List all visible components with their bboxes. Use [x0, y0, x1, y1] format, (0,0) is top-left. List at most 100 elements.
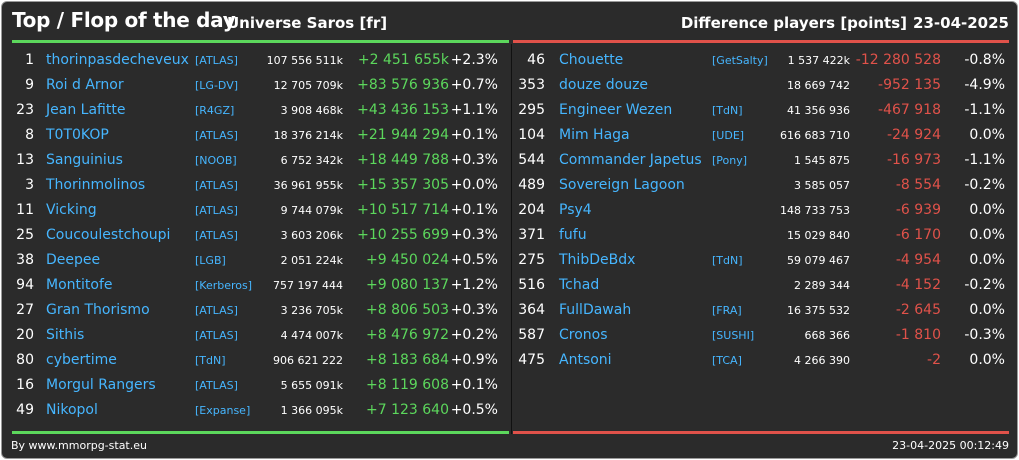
alliance-tag-link[interactable]: [GetSalty] — [712, 54, 768, 67]
player-name-link[interactable]: T0T0KOP — [46, 127, 109, 143]
player-name-link[interactable]: Chouette — [559, 52, 624, 68]
alliance-tag-link[interactable]: [Expanse] — [195, 404, 251, 417]
site-credit: By www.mmorpg-stat.eu — [11, 439, 147, 452]
percent-change: 0.0% — [969, 352, 1005, 368]
difference-value: -6 170 — [895, 227, 941, 243]
alliance-tag-link[interactable]: [ATLAS] — [195, 204, 238, 217]
alliance-tag-link[interactable]: [ATLAS] — [195, 54, 238, 67]
difference-value: +18 449 788 — [357, 152, 449, 168]
player-name-link[interactable]: thorinpasdecheveux — [46, 52, 189, 68]
rank: 46 — [527, 52, 545, 68]
flop-row: 475 Antsoni [TCA] 4 266 390 -2 0.0% — [513, 348, 1010, 373]
player-name-link[interactable]: FullDawah — [559, 302, 632, 318]
difference-value: -16 973 — [886, 152, 941, 168]
top-row: 27 Gran Thorismo [ATLAS] 3 236 705k +8 806 5… — [2, 298, 499, 323]
points-value: 9 744 079k — [280, 204, 343, 217]
rank: 204 — [518, 202, 545, 218]
player-name-link[interactable]: cybertime — [46, 352, 117, 368]
player-name-link[interactable]: Commander Japetus — [559, 152, 702, 168]
player-name-link[interactable]: Nikopol — [46, 402, 98, 418]
percent-change: 0.0% — [969, 227, 1005, 243]
points-value: 148 733 753 — [780, 204, 850, 217]
player-name-link[interactable]: Roi d Arnor — [46, 77, 124, 93]
alliance-tag-link[interactable]: [TdN] — [195, 354, 226, 367]
player-name-link[interactable]: Gran Thorismo — [46, 302, 150, 318]
difference-value: +8 119 608 — [366, 377, 449, 393]
alliance-tag-link[interactable]: [R4GZ] — [195, 104, 235, 117]
player-name-link[interactable]: Deepee — [46, 252, 101, 268]
rank: 516 — [518, 277, 545, 293]
top-row: 25 Coucoulestchoupi [ATLAS] 3 603 206k +10 2… — [2, 223, 499, 248]
percent-change: +0.3% — [450, 227, 498, 243]
rank: 11 — [16, 202, 34, 218]
difference-value: +43 436 153 — [357, 102, 449, 118]
difference-value: +8 476 972 — [366, 327, 449, 343]
points-value: 6 752 342k — [280, 154, 343, 167]
points-value: 616 683 710 — [780, 129, 850, 142]
points-value: 3 236 705k — [280, 304, 343, 317]
player-name-link[interactable]: Tchad — [559, 277, 600, 293]
player-name-link[interactable]: ThibDeBdx — [559, 252, 636, 268]
player-name-link[interactable]: Montitofe — [46, 277, 113, 293]
rank: 364 — [518, 302, 545, 318]
alliance-tag-link[interactable]: [LG-DV] — [195, 79, 239, 92]
percent-change: -1.1% — [964, 102, 1005, 118]
alliance-tag-link[interactable]: [ATLAS] — [195, 229, 238, 242]
alliance-tag-link[interactable]: [ATLAS] — [195, 304, 238, 317]
percent-change: +0.5% — [450, 402, 498, 418]
percent-change: +0.2% — [450, 327, 498, 343]
player-name-link[interactable]: Jean Lafitte — [46, 102, 126, 118]
alliance-tag-link[interactable]: [ATLAS] — [195, 379, 238, 392]
player-name-link[interactable]: Sovereign Lagoon — [559, 177, 685, 193]
difference-value: -952 135 — [878, 77, 941, 93]
percent-change: -0.3% — [964, 327, 1005, 343]
player-name-link[interactable]: Mim Haga — [559, 127, 630, 143]
player-name-link[interactable]: Engineer Wezen — [559, 102, 673, 118]
alliance-tag-link[interactable]: [SUSHI] — [712, 329, 755, 342]
player-name-link[interactable]: Psy4 — [559, 202, 592, 218]
player-name-link[interactable]: Antsoni — [559, 352, 612, 368]
difference-value: -4 152 — [895, 277, 941, 293]
top-row: 38 Deepee [LGB] 2 051 224k +9 450 024 +0.5% — [2, 248, 499, 273]
difference-value: -8 554 — [895, 177, 941, 193]
percent-change: 0.0% — [969, 127, 1005, 143]
flop-row: 516 Tchad 2 289 344 -4 152 -0.2% — [513, 273, 1010, 298]
player-name-link[interactable]: Morgul Rangers — [46, 377, 156, 393]
alliance-tag-link[interactable]: [FRA] — [712, 304, 742, 317]
alliance-tag-link[interactable]: [ATLAS] — [195, 129, 238, 142]
alliance-tag-link[interactable]: [NOOB] — [195, 154, 237, 167]
points-value: 2 051 224k — [280, 254, 343, 267]
alliance-tag-link[interactable]: [Kerberos] — [195, 279, 253, 292]
player-name-link[interactable]: Sanguinius — [46, 152, 123, 168]
player-name-link[interactable]: Sithis — [46, 327, 85, 343]
difference-value: +9 080 137 — [366, 277, 449, 293]
player-name-link[interactable]: Coucoulestchoupi — [46, 227, 171, 243]
percent-change: -4.9% — [964, 77, 1005, 93]
difference-value: +83 576 936 — [357, 77, 449, 93]
top-row: 20 Sithis [ATLAS] 4 474 007k +8 476 972 +0.2% — [2, 323, 499, 348]
points-value: 2 289 344 — [794, 279, 850, 292]
alliance-tag-link[interactable]: [ATLAS] — [195, 329, 238, 342]
rank: 3 — [25, 177, 34, 193]
rank: 25 — [16, 227, 34, 243]
percent-change: +1.2% — [450, 277, 498, 293]
player-name-link[interactable]: fufu — [559, 227, 587, 243]
top-row: 3 Thorinmolinos [ATLAS] 36 961 955k +15 357 … — [2, 173, 499, 198]
player-name-link[interactable]: Cronos — [559, 327, 608, 343]
percent-change: -0.8% — [964, 52, 1005, 68]
rank: 371 — [518, 227, 545, 243]
player-name-link[interactable]: Vicking — [46, 202, 97, 218]
universe-subtitle: Universe Saros [fr] — [227, 14, 388, 32]
alliance-tag-link[interactable]: [LGB] — [195, 254, 226, 267]
percent-change: +1.1% — [450, 102, 498, 118]
alliance-tag-link[interactable]: [TCA] — [712, 354, 742, 367]
alliance-tag-link[interactable]: [ATLAS] — [195, 179, 238, 192]
alliance-tag-link[interactable]: [TdN] — [712, 104, 743, 117]
alliance-tag-link[interactable]: [Pony] — [712, 154, 748, 167]
player-name-link[interactable]: Thorinmolinos — [46, 177, 146, 193]
points-value: 4 266 390 — [794, 354, 850, 367]
player-name-link[interactable]: douze douze — [559, 77, 649, 93]
alliance-tag-link[interactable]: [UDE] — [712, 129, 745, 142]
alliance-tag-link[interactable]: [TdN] — [712, 254, 743, 267]
flop-row: 544 Commander Japetus [Pony] 1 545 875 -16 9… — [513, 148, 1010, 173]
